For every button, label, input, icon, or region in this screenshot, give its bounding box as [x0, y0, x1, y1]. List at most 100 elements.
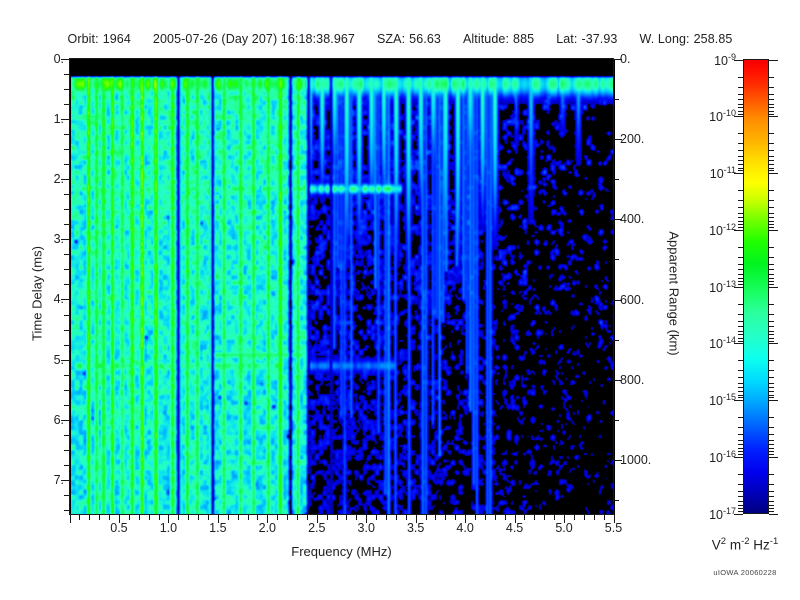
- colorbar-tick-minor: [738, 257, 743, 258]
- y-right-tick-label: 0.: [620, 51, 631, 66]
- x-tick-minor: [89, 515, 90, 520]
- header-field-key: W. Long:: [639, 32, 690, 46]
- x-tick-minor: [287, 515, 288, 520]
- colorbar-unit-label: V2 m-2 Hz-1: [711, 536, 779, 553]
- y-tick-minor: [64, 104, 69, 105]
- y-tick-minor: [64, 375, 69, 376]
- y-tick-minor: [64, 284, 69, 285]
- y-tick-minor: [64, 269, 69, 270]
- colorbar-tick-minor: [769, 321, 774, 322]
- colorbar-tick-minor: [738, 274, 743, 275]
- colorbar-tick-minor: [738, 200, 743, 201]
- x-tick-minor: [178, 515, 179, 520]
- colorbar-tick-major: [734, 287, 743, 288]
- colorbar-tick-minor: [738, 111, 743, 112]
- x-tick-major: [564, 515, 565, 523]
- x-tick-label: 2.0: [258, 521, 277, 535]
- x-tick-minor: [475, 515, 476, 520]
- x-tick-major: [218, 515, 219, 523]
- y-right-tick-label: 400.: [620, 212, 645, 227]
- x-tick-major: [515, 515, 516, 523]
- x-tick-minor: [376, 515, 377, 520]
- y-axis-left-line: [69, 58, 70, 515]
- colorbar-labels: 10-9 10-10 10-11 10-12 10-13 10-14 10-15 10-16 1…: [686, 0, 736, 600]
- colorbar-tick-minor: [769, 111, 774, 112]
- header-field-0: Orbit: 1964: [68, 32, 131, 46]
- x-tick-minor: [228, 515, 229, 520]
- colorbar-tick-minor: [738, 247, 743, 248]
- colorbar-tick-minor: [769, 454, 774, 455]
- x-tick-minor: [109, 515, 110, 520]
- colorbar-tick-minor: [769, 444, 774, 445]
- colorbar-tick-minor: [769, 417, 774, 418]
- colorbar-tick-minor: [738, 321, 743, 322]
- colorbar-tick-minor: [769, 501, 774, 502]
- colorbar-tick-minor: [769, 474, 774, 475]
- colorbar-tick-label: 10-13: [709, 278, 736, 295]
- colorbar-tick-minor: [769, 434, 774, 435]
- x-tick-label: 0.5: [110, 521, 128, 535]
- y-tick-minor: [64, 164, 69, 165]
- colorbar-tick-major: [769, 173, 778, 174]
- colorbar-tick-minor: [769, 491, 774, 492]
- x-tick-major: [366, 515, 367, 523]
- y-right-tick-major: [614, 300, 622, 301]
- colorbar-tick-minor: [738, 99, 743, 100]
- x-tick-minor: [208, 515, 209, 520]
- y-tick-minor: [64, 134, 69, 135]
- header-field-key: Lat:: [556, 32, 578, 46]
- y-tick-major: [61, 299, 69, 300]
- y-tick-minor: [64, 209, 69, 210]
- colorbar-tick-label: 10-10: [709, 108, 736, 125]
- colorbar-tick-minor: [769, 496, 774, 497]
- y-right-tick-major: [614, 139, 622, 140]
- colorbar-tick-minor: [738, 397, 743, 398]
- x-tick-major: [70, 515, 71, 523]
- y-tick-minor: [64, 495, 69, 496]
- colorbar-tick-minor: [738, 501, 743, 502]
- y-tick-minor: [64, 390, 69, 391]
- header-field-5: W. Long: 258.85: [639, 32, 732, 46]
- colorbar-tick-minor: [738, 326, 743, 327]
- y-right-tick-minor: [614, 500, 619, 501]
- x-tick-minor: [406, 515, 407, 520]
- y-tick-minor: [64, 330, 69, 331]
- colorbar-tick-minor: [769, 448, 774, 449]
- colorbar-tick-minor: [769, 221, 774, 222]
- x-tick-label: 5.0: [555, 521, 573, 535]
- colorbar-tick-minor: [738, 213, 743, 214]
- x-tick-minor: [238, 515, 239, 520]
- colorbar-tick-minor: [738, 104, 743, 105]
- colorbar-tick-minor: [769, 370, 774, 371]
- colorbar-tick-minor: [738, 448, 743, 449]
- header-field-1: 2005-07-26 (Day 207) 16:18:38.967: [153, 32, 355, 46]
- colorbar-tick-minor: [738, 491, 743, 492]
- colorbar-tick-minor: [738, 360, 743, 361]
- colorbar-tick-minor: [769, 168, 774, 169]
- colorbar-tick-minor: [738, 391, 743, 392]
- colorbar-tick-minor: [738, 143, 743, 144]
- colorbar-tick-minor: [769, 511, 774, 512]
- x-tick-label: 4.5: [505, 521, 524, 535]
- colorbar-tick-minor: [769, 114, 774, 115]
- y-tick-major: [61, 179, 69, 180]
- radargram-heatmap: [71, 60, 614, 514]
- colorbar-tick-minor: [769, 334, 774, 335]
- x-tick-minor: [554, 515, 555, 520]
- x-tick-label: 3.5: [406, 521, 425, 535]
- header-field-key: Altitude:: [462, 32, 510, 46]
- colorbar-tick-minor: [738, 427, 743, 428]
- x-tick-minor: [584, 515, 585, 520]
- colorbar-tick-minor: [769, 133, 774, 134]
- y-tick-major: [61, 360, 69, 361]
- colorbar-tick-minor: [738, 370, 743, 371]
- x-tick-label: 1.5: [209, 521, 227, 535]
- y-right-tick-label: 600.: [620, 292, 645, 307]
- colorbar-tick-minor: [738, 338, 743, 339]
- y-tick-major: [61, 420, 69, 421]
- x-tick-minor: [277, 515, 278, 520]
- x-tick-minor: [257, 515, 258, 520]
- y-tick-label: 1.: [53, 111, 64, 126]
- colorbar-tick-label: 10-11: [709, 164, 736, 182]
- colorbar-tick-minor: [769, 304, 774, 305]
